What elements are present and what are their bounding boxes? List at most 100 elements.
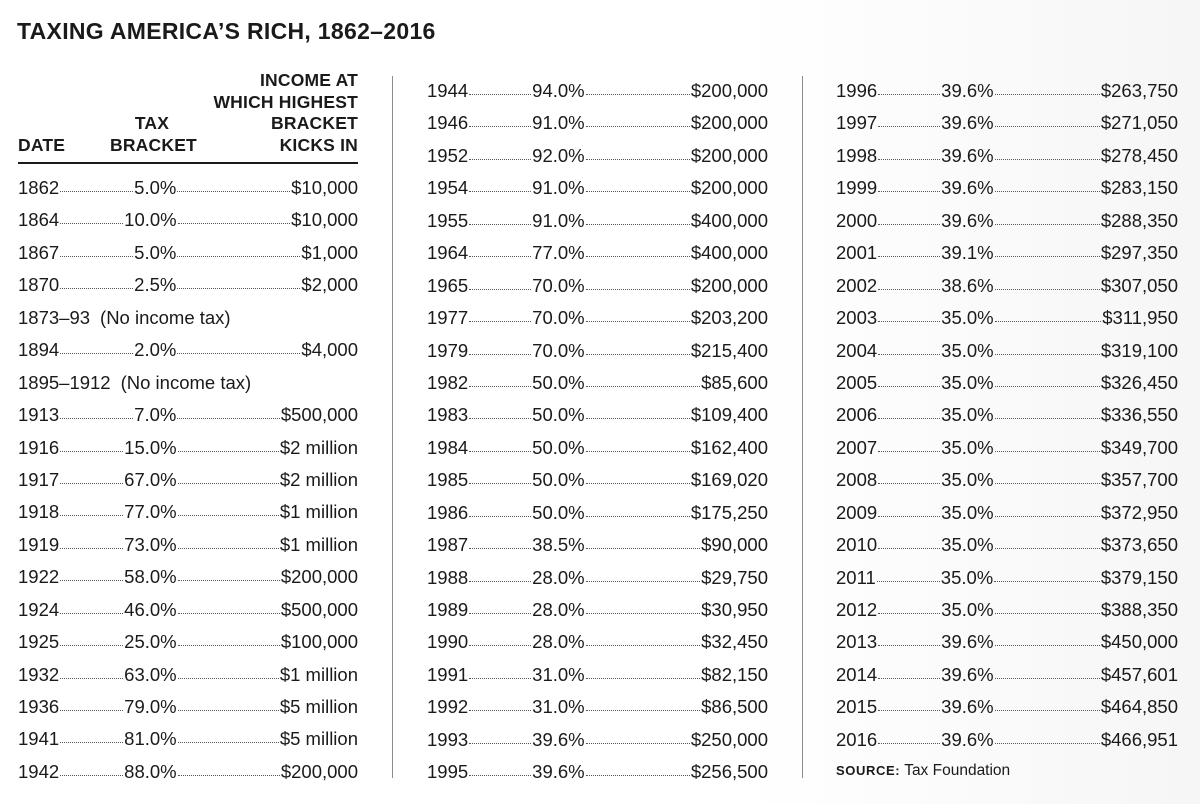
row-income: $32,450 [701,631,768,653]
row-date: 1862 [18,177,60,198]
row-date: 1992 [427,696,469,718]
table-row: 2012 35.0% $388,350 [836,594,1178,626]
row-rate: 39.6% [941,177,994,199]
dot-leader [469,742,532,744]
row-date: 1932 [18,663,60,685]
dot-leader [994,223,1100,225]
row-date: 1979 [427,339,469,361]
dot-leader [878,94,941,95]
row-date: 2006 [836,404,878,426]
dot-leader [585,677,701,679]
row-rate: 39.6% [532,761,585,783]
row-date: 2004 [836,339,878,361]
dot-leader [177,353,301,355]
dot-leader [994,450,1100,452]
row-date: 2010 [836,534,878,556]
table-row: 1936 79.0% $5 million [18,691,358,723]
row-income: $319,100 [1100,339,1178,361]
row-date: 1922 [18,566,60,588]
row-date: 2005 [836,371,878,393]
dot-leader [177,645,280,647]
row-rate: 38.6% [941,274,994,296]
dot-leader [994,321,1102,323]
row-rate: 70.0% [532,274,585,296]
row-income: $10,000 [291,209,358,231]
row-income: $283,150 [1100,177,1178,199]
table-row: 2004 35.0% $319,100 [836,335,1178,367]
row-rate: 35.0% [941,404,994,426]
row-date: 1955 [427,209,469,231]
table-row: 1985 50.0% $169,020 [427,464,768,496]
dot-leader [585,385,701,387]
row-rate: 91.0% [532,177,585,199]
dot-leader [60,547,124,549]
row-date: 2003 [836,307,878,329]
table-row: 2011 35.0% $379,150 [836,562,1178,594]
dot-leader [585,645,701,647]
dot-leader [878,677,941,679]
dot-leader [585,515,690,517]
table-row: 1954 91.0% $200,000 [427,172,768,204]
row-date: 1952 [427,144,469,166]
dot-leader [994,483,1100,485]
row-income: $500,000 [280,598,358,620]
row-income: $400,000 [690,242,768,264]
source-text: Tax Foundation [904,762,1011,779]
row-rate: 91.0% [532,112,585,134]
row-rate: 50.0% [532,436,585,458]
dot-leader [585,548,701,550]
row-rate: 79.0% [124,696,177,717]
row-rate: 39.6% [941,696,994,718]
dot-leader [878,515,941,517]
table-row: 1965 70.0% $200,000 [427,270,768,302]
row-income: $288,350 [1100,209,1178,231]
table-row: 1995 39.6% $256,500 [427,756,768,788]
row-date: 2007 [836,436,878,458]
dot-leader [60,418,134,420]
dot-leader [878,321,941,323]
dot-leader [60,515,124,517]
table-row: 2014 39.6% $457,601 [836,659,1178,691]
row-rate: 94.0% [532,80,585,101]
row-date: 1995 [427,761,469,783]
dot-leader [469,321,532,323]
row-income: $2,000 [301,274,358,296]
row-date: 1946 [427,112,469,134]
row-income: $4,000 [301,339,358,361]
dot-leader [469,191,532,193]
dot-leader [60,677,124,679]
row-rate: 31.0% [532,663,585,685]
table-row: 2007 35.0% $349,700 [836,432,1178,464]
dot-leader [469,223,532,225]
table-row: 1999 39.6% $283,150 [836,172,1178,204]
row-income: $5 million [279,696,358,717]
dot-leader [585,321,690,323]
row-income: $336,550 [1100,404,1178,426]
header-income: INCOME AT WHICH HIGHEST BRACKET KICKS IN [213,70,358,155]
row-date: 1983 [427,404,469,426]
row-rate: 2.5% [134,274,177,296]
row-income: $307,050 [1100,274,1178,296]
dot-leader [469,126,532,128]
dot-leader [878,223,941,225]
dot-leader [177,710,279,711]
table-row: 1916 15.0% $2 million [18,432,358,464]
row-date: 1936 [18,696,60,717]
row-date: 1924 [18,598,60,620]
dot-leader [878,548,941,550]
row-income: $200,000 [690,177,768,199]
dot-leader [60,742,124,744]
row-income: $297,350 [1100,242,1178,264]
dot-leader [469,548,532,550]
row-income: $450,000 [1100,631,1178,653]
row-income: $30,950 [701,599,768,620]
row-income: $85,600 [701,371,768,393]
row-income: $200,000 [280,760,358,782]
dot-leader [585,710,701,712]
dot-leader [878,742,941,744]
row-rate: 39.6% [941,728,994,750]
row-date: 1985 [427,469,469,491]
row-date: 1870 [18,274,60,296]
row-date: 1867 [18,241,60,263]
row-note: (No income tax) [120,371,252,393]
